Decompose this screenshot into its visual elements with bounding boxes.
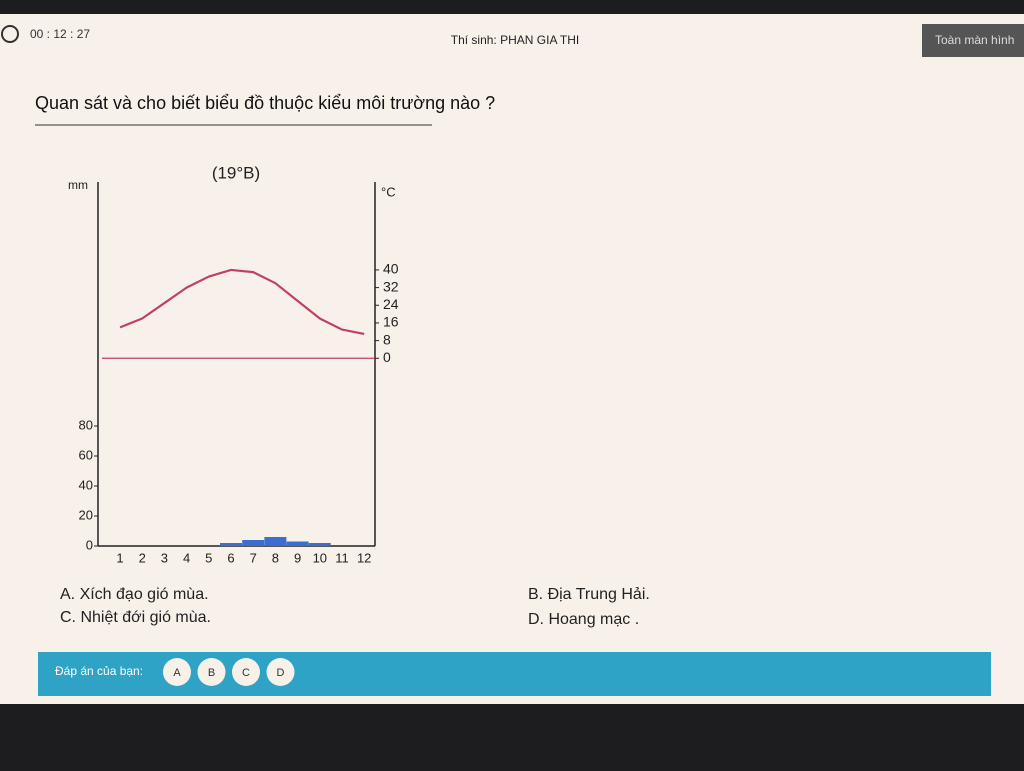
y-tick-label: 20 (79, 507, 93, 522)
y2-tick-label: 32 (383, 278, 399, 294)
rain-bar (264, 537, 287, 546)
y2-tick-label: 16 (383, 314, 399, 330)
y2-axis-label: °C (381, 184, 396, 199)
y-tick-label: 60 (79, 447, 93, 462)
x-tick-label: 4 (183, 550, 190, 565)
rain-bar (308, 543, 331, 546)
x-tick-label: 3 (161, 550, 168, 565)
answer-bar (38, 652, 991, 696)
x-tick-label: 12 (357, 550, 371, 565)
x-tick-label: 6 (227, 550, 234, 565)
y2-tick-label: 0 (383, 349, 391, 365)
chart-title: (19°B) (212, 163, 260, 182)
x-tick-label: 8 (272, 550, 279, 565)
clock-icon (1, 25, 19, 43)
x-tick-label: 10 (313, 550, 327, 565)
answer-choice-label[interactable]: C (242, 667, 250, 679)
answer-choices: A B C D (163, 658, 295, 686)
answer-choice[interactable] (197, 658, 226, 686)
y-tick-label: 0 (86, 537, 93, 552)
rain-bar (220, 543, 242, 546)
rain-bar (242, 540, 265, 546)
answer-choice[interactable] (163, 658, 191, 686)
temperature-line (119, 268, 365, 336)
option: C. Nhiệt đới gió mùa. (60, 609, 211, 626)
rain-bar (286, 541, 309, 546)
answer-choice[interactable] (232, 658, 260, 686)
question: Quan sát và cho biết biểu đồ thuộc kiểu … (35, 93, 495, 113)
fullscreen-label[interactable]: Toàn màn hình (935, 33, 1014, 47)
option: A. Xích đạo gió mùa. (60, 586, 209, 603)
option: D. Hoang mạc . (528, 611, 639, 628)
option: B. Địa Trung Hải. (528, 586, 650, 603)
answer-choice-label[interactable]: D (277, 667, 285, 679)
answer-choice[interactable] (266, 658, 295, 686)
fullscreen-button[interactable] (922, 24, 1024, 57)
y2-tick-label: 40 (383, 261, 399, 277)
y2-tick-label: 24 (383, 296, 399, 312)
x-tick-label: 2 (139, 550, 146, 565)
answer-label: Đáp án của bạn: (55, 664, 143, 678)
x-tick-label: 11 (335, 550, 349, 565)
y-tick-label: 80 (79, 417, 93, 432)
timer: 00 : 12 : 27 (30, 27, 90, 41)
page-background (0, 14, 1024, 704)
x-tick-label: 9 (294, 550, 301, 565)
x-tick-label: 5 (205, 550, 212, 565)
answer-choice-label[interactable]: A (173, 667, 181, 679)
x-tick-label: 7 (250, 550, 257, 565)
answer-choice-label[interactable]: B (208, 667, 215, 679)
y-axis-label: mm (68, 178, 88, 192)
y-tick-label: 40 (79, 477, 93, 492)
x-tick-label: 1 (116, 550, 123, 565)
candidate: Thí sinh: PHAN GIA THI (451, 33, 579, 47)
y2-tick-label: 8 (383, 331, 391, 347)
